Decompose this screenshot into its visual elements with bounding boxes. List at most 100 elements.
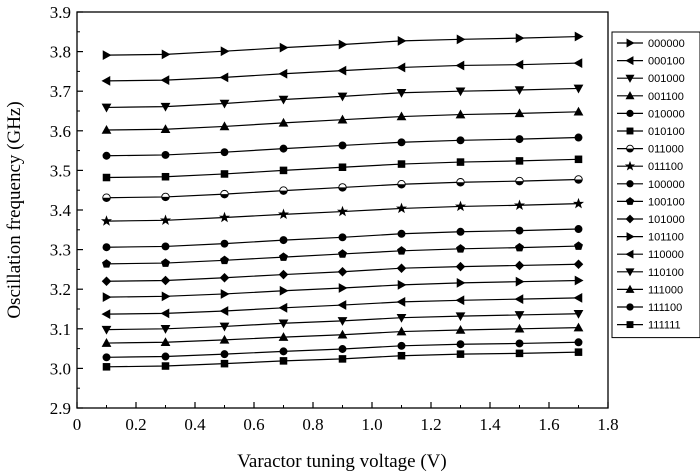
series-011100 xyxy=(100,197,585,226)
data-point-011000-6-fill xyxy=(456,182,465,187)
data-point-000100-4 xyxy=(337,65,347,76)
series-010100 xyxy=(102,155,583,182)
data-point-100100-0 xyxy=(102,259,111,268)
legend-marker-110100 xyxy=(625,268,635,277)
data-point-011100-6 xyxy=(454,200,467,212)
y-tick-label: 3.7 xyxy=(50,82,72,101)
data-point-011000-8 xyxy=(574,175,583,184)
series-111111 xyxy=(102,348,583,371)
data-point-011000-4 xyxy=(338,183,347,192)
legend-item-100000: 100000 xyxy=(617,179,685,191)
data-point-100000-4 xyxy=(338,233,347,242)
x-tick-label: 1.0 xyxy=(361,415,382,434)
legend-item-000000: 000000 xyxy=(617,38,685,50)
data-point-011000-2 xyxy=(220,189,229,199)
series-111000 xyxy=(101,322,584,347)
data-point-101100-0 xyxy=(102,292,112,302)
data-point-000100-6 xyxy=(455,60,465,71)
data-point-011100-4 xyxy=(336,205,349,217)
legend-marker-101000 xyxy=(625,214,635,224)
data-point-101000-3 xyxy=(278,269,289,280)
data-point-111100-2 xyxy=(220,350,229,359)
data-point-011000-7-fill xyxy=(515,181,524,185)
data-point-011000-3-fill xyxy=(279,190,288,195)
data-point-011000-8-fill xyxy=(574,179,583,184)
data-point-011000-7 xyxy=(515,176,524,186)
data-point-011100-7 xyxy=(513,199,526,210)
data-point-111100-7 xyxy=(515,339,524,348)
legend-item-110100: 110100 xyxy=(617,267,684,279)
legend-label: 101100 xyxy=(648,232,684,244)
data-point-010000-1 xyxy=(161,150,170,159)
data-point-001000-5 xyxy=(396,89,407,98)
data-point-111111-5 xyxy=(397,351,406,360)
data-point-101100-1 xyxy=(161,291,171,302)
data-point-011000-2-fill xyxy=(220,194,229,198)
legend-label: 001000 xyxy=(648,73,685,85)
data-point-101100-4 xyxy=(338,283,348,293)
legend-label: 110000 xyxy=(648,249,684,261)
data-point-010000-6 xyxy=(456,136,465,145)
data-point-001000-2 xyxy=(219,99,230,109)
data-point-100100-8 xyxy=(574,241,583,250)
data-point-101000-4 xyxy=(337,267,348,277)
data-point-001100-6 xyxy=(455,109,466,119)
legend-marker-011100 xyxy=(624,160,636,171)
legend-marker-001100 xyxy=(625,91,635,100)
data-point-111000-8 xyxy=(573,322,584,332)
data-point-101100-7 xyxy=(515,276,525,287)
data-point-001100-5 xyxy=(396,111,407,121)
data-point-010000-3 xyxy=(279,144,288,153)
data-point-111000-0 xyxy=(101,338,112,347)
legend-marker-111100 xyxy=(626,303,634,311)
data-point-000000-8 xyxy=(574,31,584,42)
series-001100 xyxy=(101,106,584,134)
y-tick-label: 3.9 xyxy=(50,3,71,22)
data-point-100000-7 xyxy=(515,226,524,235)
y-tick-label: 3.4 xyxy=(50,201,72,220)
data-point-001000-1 xyxy=(160,102,171,112)
data-point-011100-2 xyxy=(218,211,231,223)
x-tick-label: 0 xyxy=(73,415,82,434)
data-point-001100-3 xyxy=(278,117,289,127)
data-point-011000-5-fill xyxy=(397,184,406,189)
data-point-110100-7 xyxy=(514,311,525,320)
data-point-010100-2 xyxy=(220,170,229,178)
data-point-110000-0 xyxy=(101,309,111,320)
data-point-100000-8 xyxy=(574,225,583,233)
data-point-111000-3 xyxy=(278,332,289,341)
data-point-001000-8 xyxy=(573,84,584,94)
data-point-000100-7 xyxy=(514,59,524,70)
series-001000 xyxy=(101,84,584,113)
data-point-110000-8 xyxy=(573,293,583,303)
series-100000 xyxy=(102,225,583,252)
data-point-001000-7 xyxy=(514,86,525,96)
data-point-111100-1 xyxy=(161,352,170,361)
data-point-001100-0 xyxy=(101,124,112,134)
data-point-010100-8 xyxy=(574,155,583,164)
data-point-101000-2 xyxy=(219,272,230,283)
series-110100 xyxy=(101,309,584,335)
data-point-100000-6 xyxy=(456,227,465,236)
data-point-001100-4 xyxy=(337,114,348,124)
y-tick-label: 2.9 xyxy=(50,399,71,418)
legend-item-001000: 001000 xyxy=(617,73,685,85)
series-100100 xyxy=(102,241,583,268)
series-101100 xyxy=(102,275,584,302)
data-point-000000-2 xyxy=(220,46,230,57)
data-point-110000-5 xyxy=(396,296,406,307)
data-point-110000-7 xyxy=(514,294,524,304)
data-point-011100-0 xyxy=(100,215,113,226)
x-tick-label: 0.2 xyxy=(125,415,146,434)
legend-marker-000000 xyxy=(626,38,635,48)
y-tick-label: 3.2 xyxy=(50,280,71,299)
data-point-110000-4 xyxy=(337,300,347,310)
data-point-111000-6 xyxy=(455,324,466,334)
legend-item-000100: 000100 xyxy=(617,56,685,68)
legend-label: 000000 xyxy=(648,38,685,50)
data-point-001100-2 xyxy=(219,121,230,131)
data-point-111000-1 xyxy=(160,337,171,347)
legend-label: 111000 xyxy=(648,284,683,296)
data-point-011000-0 xyxy=(102,193,111,202)
